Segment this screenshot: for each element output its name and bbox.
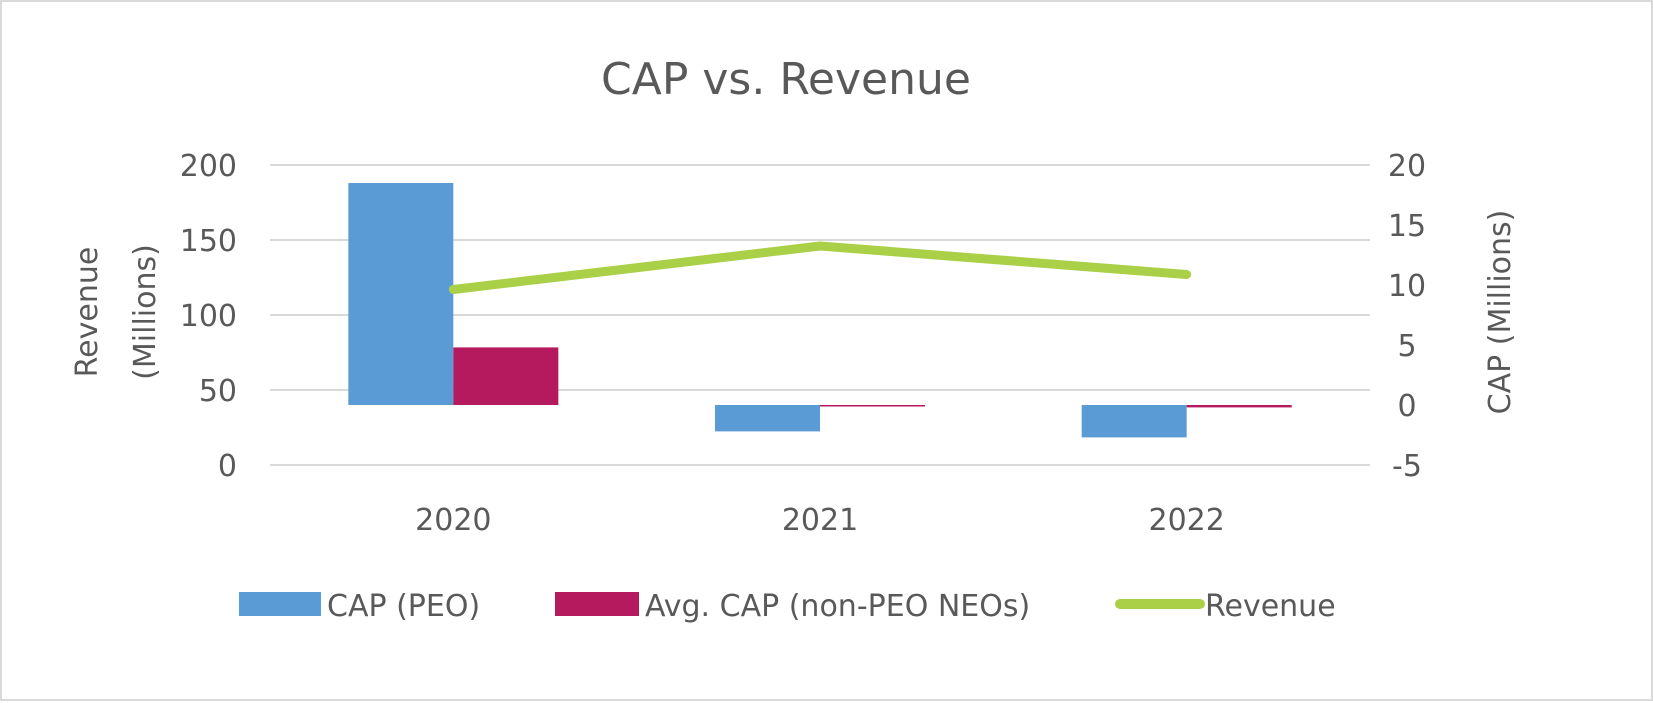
- right-tick-label: 5: [1397, 329, 1416, 364]
- x-tick-label: 2021: [782, 503, 858, 538]
- left-tick-label: 200: [180, 149, 237, 184]
- x-axis-ticks: 2020 2021 2022: [415, 503, 1225, 538]
- legend: CAP (PEO) Avg. CAP (non-PEO NEOs) Revenu…: [239, 589, 1336, 624]
- left-tick-label: 0: [218, 449, 237, 484]
- bar-cap-peo--2020: [348, 183, 453, 405]
- left-axis-ticks: 0 50 100 150 200: [180, 149, 237, 484]
- left-tick-label: 50: [199, 374, 237, 409]
- right-axis-label: CAP (Millions): [1483, 210, 1518, 415]
- legend-swatch-cap-peo: [239, 592, 321, 616]
- x-tick-label: 2022: [1148, 503, 1224, 538]
- left-axis-label-line1: Revenue: [70, 247, 105, 378]
- bar-avg-cap-non-peo-neos--2022: [1187, 405, 1292, 407]
- right-tick-label: 0: [1397, 389, 1416, 424]
- legend-label-cap-peo: CAP (PEO): [327, 589, 480, 624]
- chart-title: CAP vs. Revenue: [601, 54, 971, 105]
- right-tick-label: 10: [1388, 269, 1426, 304]
- right-tick-label: 20: [1388, 149, 1426, 184]
- right-axis-ticks: -5 0 5 10 15 20: [1388, 149, 1426, 484]
- bar-cap-peo--2021: [715, 405, 820, 431]
- bar-avg-cap-non-peo-neos--2021: [820, 405, 925, 407]
- legend-label-avg-cap: Avg. CAP (non-PEO NEOs): [645, 589, 1030, 624]
- revenue-line-path: [453, 246, 1186, 290]
- left-tick-label: 100: [180, 299, 237, 334]
- legend-label-revenue: Revenue: [1205, 589, 1336, 624]
- left-axis-label: Revenue (Millions): [70, 244, 163, 380]
- right-tick-label: 15: [1388, 209, 1426, 244]
- left-axis-label-line2: (Millions): [128, 244, 163, 380]
- bar-avg-cap-non-peo-neos--2020: [453, 347, 558, 405]
- legend-swatch-avg-cap: [555, 592, 639, 616]
- x-tick-label: 2020: [415, 503, 491, 538]
- bars: [348, 183, 1291, 437]
- left-tick-label: 150: [180, 224, 237, 259]
- revenue-line: [453, 246, 1187, 290]
- right-tick-label: -5: [1392, 449, 1422, 484]
- bar-cap-peo--2022: [1082, 405, 1187, 437]
